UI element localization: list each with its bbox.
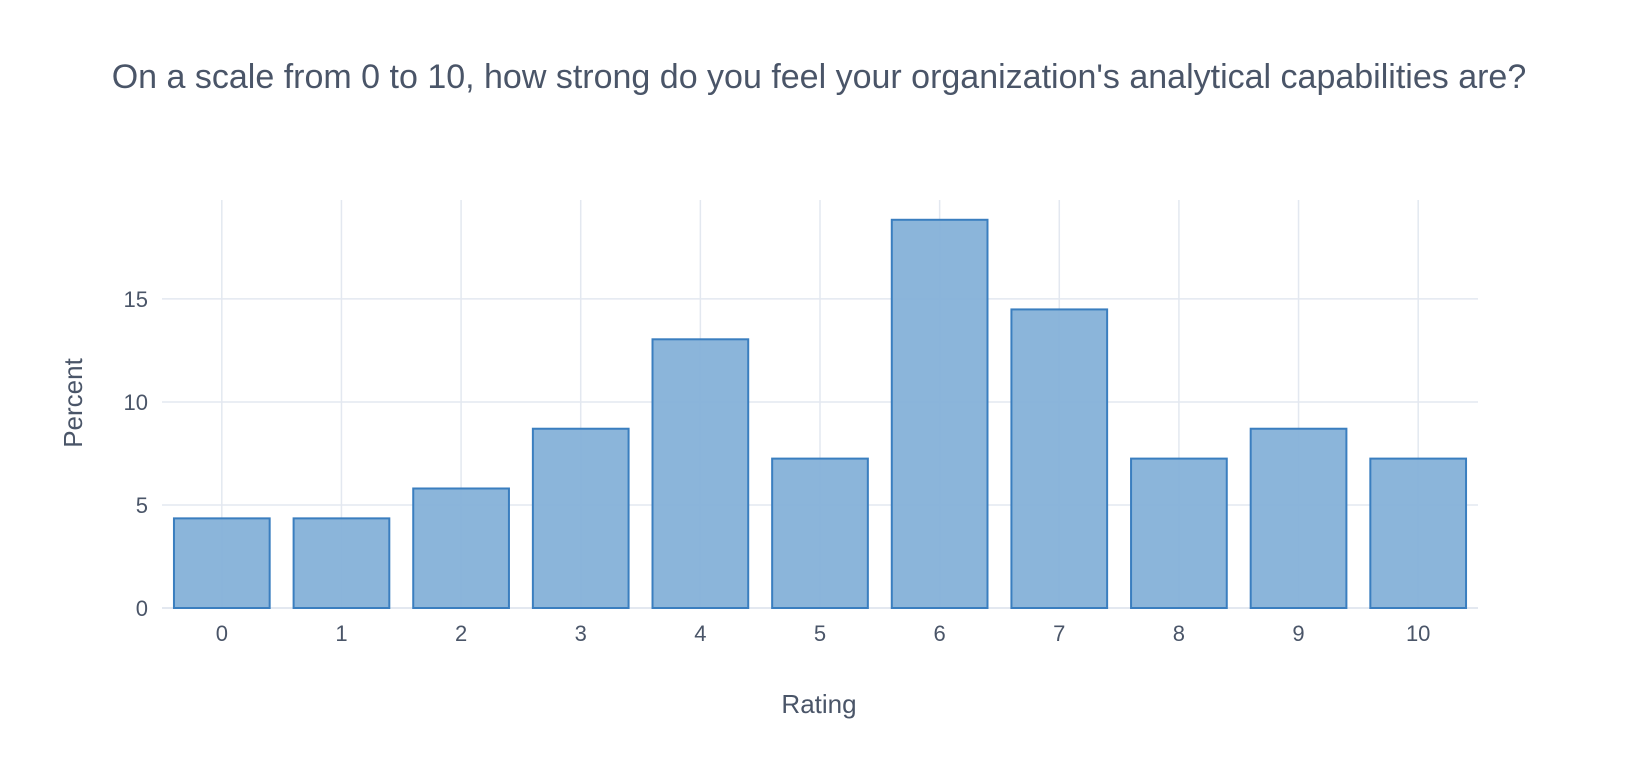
bar-10[interactable] — [1369, 457, 1468, 609]
bar-0[interactable] — [172, 517, 271, 610]
x-tick-label: 10 — [1406, 621, 1430, 646]
bar-4[interactable] — [651, 338, 750, 609]
y-tick-label: 15 — [124, 287, 148, 312]
bar-3[interactable] — [531, 427, 630, 609]
x-axis-title: Rating — [781, 689, 856, 719]
bar-5[interactable] — [771, 457, 869, 609]
y-axis-title: Percent — [58, 357, 88, 447]
bar-2[interactable] — [412, 487, 510, 610]
bar-9[interactable] — [1249, 427, 1348, 609]
x-tick-label: 1 — [335, 621, 347, 646]
x-axis-ticks: 0 1 2 3 4 5 6 7 8 9 10 — [216, 621, 1431, 646]
x-tick-label: 0 — [216, 621, 228, 646]
y-tick-label: 0 — [136, 596, 148, 621]
x-tick-label: 8 — [1173, 621, 1185, 646]
bars-layer — [172, 218, 1468, 610]
x-tick-label: 7 — [1053, 621, 1065, 646]
x-tick-label: 4 — [694, 621, 706, 646]
x-tick-label: 9 — [1292, 621, 1304, 646]
x-tick-label: 6 — [934, 621, 946, 646]
y-axis-ticks: 0 5 10 15 — [124, 287, 148, 621]
bar-7[interactable] — [1010, 308, 1109, 609]
bar-8[interactable] — [1130, 457, 1228, 609]
x-tick-label: 2 — [455, 621, 467, 646]
y-tick-label: 5 — [136, 493, 148, 518]
x-tick-label: 5 — [814, 621, 826, 646]
bar-1[interactable] — [292, 517, 391, 610]
y-tick-label: 10 — [124, 390, 148, 415]
x-tick-label: 3 — [575, 621, 587, 646]
bar-6[interactable] — [890, 218, 989, 609]
chart-title: On a scale from 0 to 10, how strong do y… — [112, 58, 1527, 96]
